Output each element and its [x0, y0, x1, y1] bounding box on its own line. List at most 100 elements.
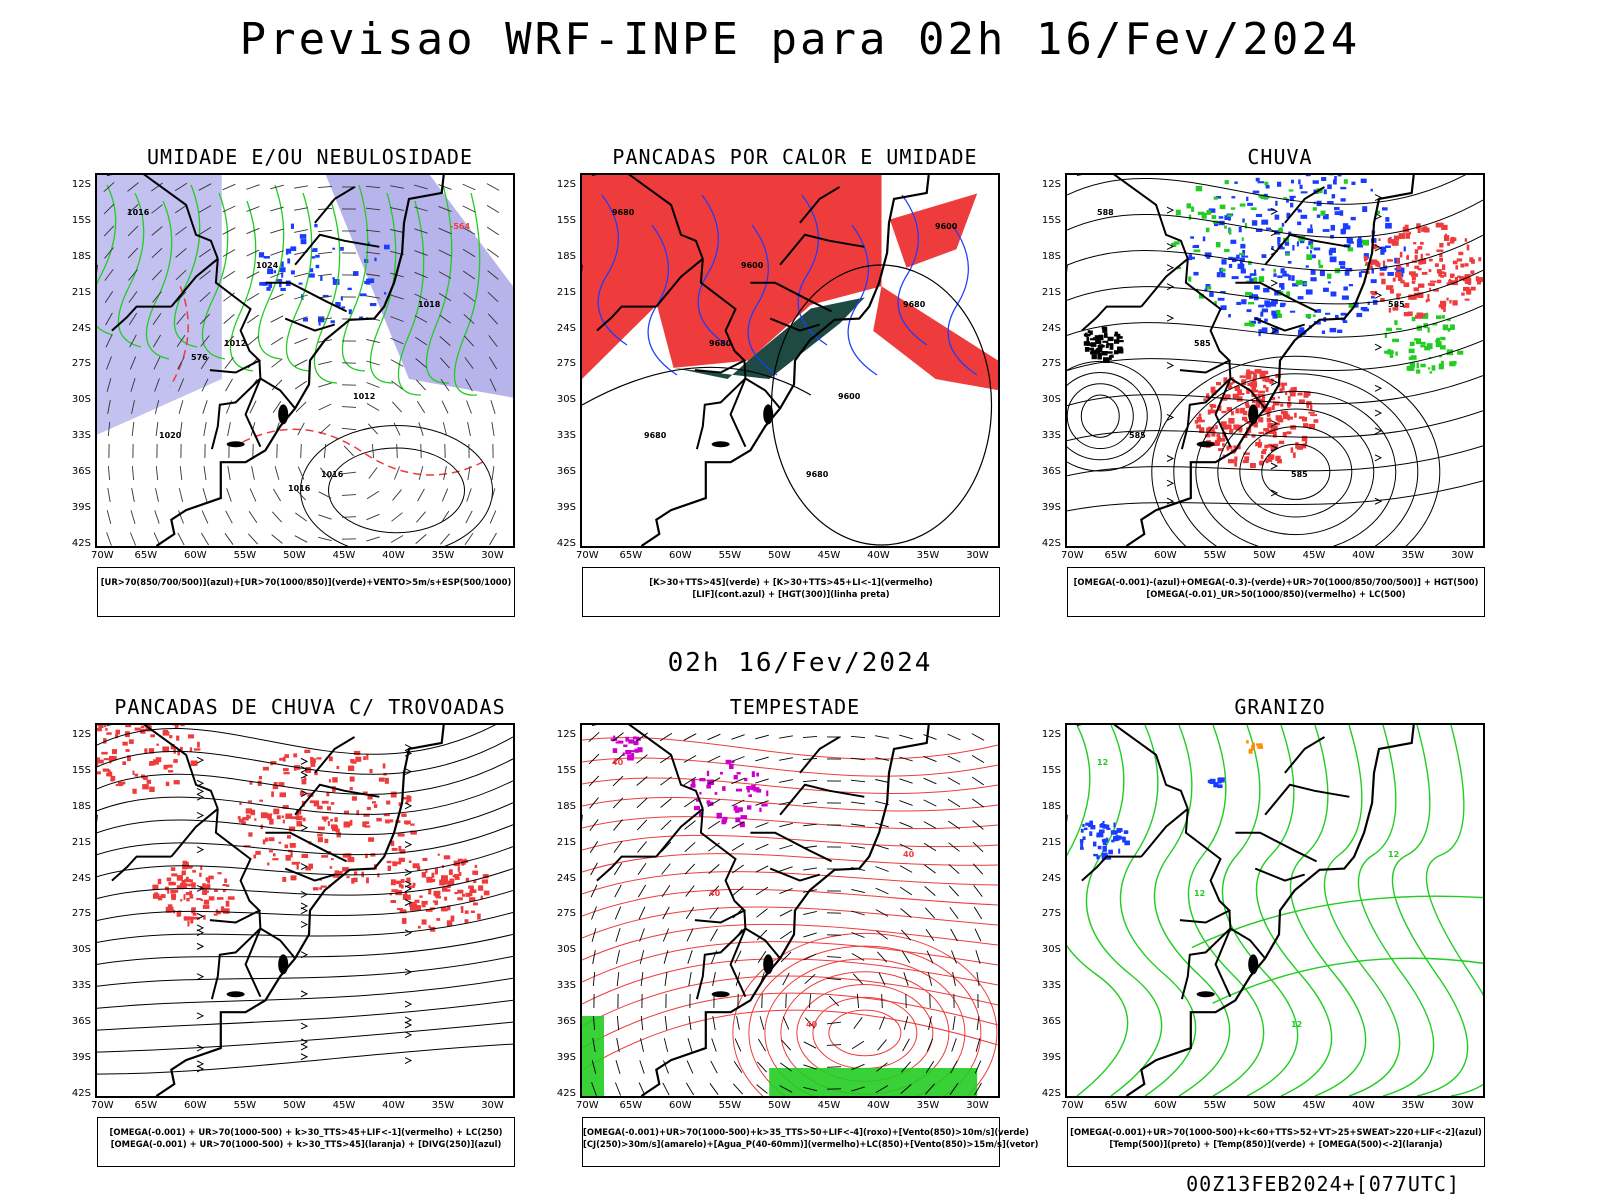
lat-tick-label: 18S	[1041, 800, 1061, 812]
lon-tick-label: 50W	[768, 1100, 791, 1111]
legend-line: [K>30+TTS>45](verde) + [K>30+TTS>45+LI<-…	[649, 577, 933, 587]
lon-tick-label: 65W	[1104, 1100, 1128, 1111]
lat-tick-label: 27S	[1041, 908, 1061, 920]
panel-title: CHUVA	[1247, 145, 1313, 169]
lon-tick-label: 40W	[1352, 1100, 1375, 1111]
lon-tick-label: 70W	[91, 550, 114, 561]
contour-label: 9680	[612, 208, 635, 217]
map-canvas: 12 12 12 12	[1067, 725, 1483, 1096]
legend-line: [OMEGA(-0.001) + UR>70(1000-500) + k>30_…	[109, 1127, 503, 1137]
lat-tick-label: 42S	[1041, 538, 1061, 549]
lat-tick-label: 24S	[1041, 322, 1061, 334]
lat-tick-label: 12S	[71, 178, 91, 190]
lat-tick-label: 15S	[556, 214, 576, 226]
lon-tick-label: 70W	[576, 1100, 599, 1111]
lon-tick-label: 45W	[817, 550, 841, 561]
lon-tick-label: 45W	[332, 1100, 356, 1111]
lat-tick-label: 30S	[556, 394, 576, 406]
lat-tick-label: 30S	[556, 944, 576, 956]
contour-label: 40	[612, 758, 624, 767]
lat-tick-label: 33S	[556, 430, 576, 442]
lat-tick-label: 21S	[1041, 836, 1061, 848]
contour-label: 40	[903, 850, 915, 859]
lat-tick-label: 18S	[71, 800, 91, 812]
map-canvas: 588 585 585 585 585	[1067, 175, 1483, 546]
page-title: Previsao WRF-INPE para 02h 16/Fev/2024	[239, 14, 1361, 65]
contour-label: 1012	[353, 392, 375, 401]
map-frame: 588 585 585 585 585	[1065, 173, 1485, 548]
legend-line: [OMEGA(-0.01)_UR>50(1000/850)(vermelho) …	[1146, 589, 1406, 599]
lat-tick-label: 39S	[71, 1052, 91, 1064]
contour-label: 12	[1194, 889, 1205, 898]
lon-tick-label: 40W	[1352, 550, 1375, 561]
contour-label: 9600	[838, 392, 861, 401]
contour-label: 12	[1388, 850, 1399, 859]
lat-tick-label: 27S	[556, 358, 576, 370]
lat-tick-label: 36S	[556, 466, 576, 478]
legend-box: [OMEGA(-0.001)-(azul)+OMEGA(-0.3)-(verde…	[1067, 567, 1485, 617]
lon-tick-label: 35W	[431, 1100, 455, 1111]
lat-tick-label: 24S	[1041, 872, 1061, 884]
lat-tick-label: 42S	[71, 538, 91, 549]
lat-tick-label: 36S	[1041, 466, 1061, 478]
map-canvas: 1016 1012 1016 1018 1020 1024 1012 -564 576 1016	[97, 175, 513, 546]
lon-tick-label: 35W	[1401, 1100, 1425, 1111]
lon-tick-label: 60W	[669, 1100, 692, 1111]
contour-label: 9680	[806, 470, 829, 479]
map-frame: 1016 1012 1016 1018 1020 1024 1012 -564 576 1016	[95, 173, 515, 548]
lon-tick-label: 40W	[382, 550, 405, 561]
legend-box: [K>30+TTS>45](verde) + [K>30+TTS>45+LI<-…	[582, 567, 1000, 617]
lon-tick-label: 45W	[817, 1100, 841, 1111]
lon-tick-label: 45W	[1302, 550, 1326, 561]
lat-tick-label: 15S	[556, 764, 576, 776]
lat-tick-label: 21S	[556, 286, 576, 298]
panel-title: PANCADAS POR CALOR E UMIDADE	[612, 145, 978, 169]
lon-tick-label: 65W	[619, 550, 643, 561]
lon-tick-label: 50W	[768, 550, 791, 561]
lon-tick-label: 30W	[966, 550, 989, 561]
lon-tick-label: 30W	[481, 1100, 504, 1111]
run-timestamp: 00Z13FEB2024+[077UTC]	[1186, 1172, 1460, 1196]
contour-label: 588	[1097, 208, 1114, 217]
contour-label: 576	[191, 353, 208, 362]
lon-tick-label: 30W	[1451, 550, 1474, 561]
lat-tick-label: 24S	[71, 322, 91, 334]
lat-tick-label: 39S	[1041, 1052, 1061, 1064]
map-frame	[95, 723, 515, 1098]
contour-label: 1016	[288, 484, 311, 493]
panel-granizo: GRANIZO 12 12 12 12 [OMEGA(-0.001)+UR>70(10…	[1025, 695, 1495, 1175]
lat-tick-label: 33S	[556, 980, 576, 992]
lon-tick-label: 40W	[867, 550, 890, 561]
contour-label: 1016	[321, 470, 344, 479]
legend-line: [LIF](cont.azul) + [HGT(300)](linha pret…	[692, 589, 890, 599]
contour-label: -564	[450, 222, 470, 231]
lat-tick-label: 39S	[1041, 502, 1061, 514]
lat-tick-label: 18S	[71, 250, 91, 262]
lat-tick-label: 30S	[71, 394, 91, 406]
lon-tick-label: 35W	[916, 1100, 940, 1111]
lat-tick-label: 15S	[1041, 214, 1061, 226]
panel-title: PANCADAS DE CHUVA C/ TROVOADAS	[114, 695, 506, 719]
lat-tick-label: 42S	[71, 1088, 91, 1099]
lat-tick-label: 21S	[71, 286, 91, 298]
contour-label: 40	[709, 889, 721, 898]
contour-label: 1016	[127, 208, 150, 217]
lat-tick-label: 24S	[71, 872, 91, 884]
lat-tick-label: 42S	[556, 1088, 576, 1099]
lat-tick-label: 12S	[1041, 178, 1061, 190]
lat-tick-label: 39S	[556, 1052, 576, 1064]
lat-tick-label: 33S	[71, 430, 91, 442]
lat-tick-label: 42S	[1041, 1088, 1061, 1099]
map-canvas	[97, 725, 513, 1096]
contour-label: 1020	[159, 431, 182, 440]
lat-tick-label: 39S	[556, 502, 576, 514]
lon-tick-label: 60W	[1154, 550, 1177, 561]
lon-tick-label: 40W	[382, 1100, 405, 1111]
lat-tick-label: 30S	[71, 944, 91, 956]
contour-label: 585	[1194, 339, 1211, 348]
contour-label: 9680	[644, 431, 667, 440]
contour-label: 9600	[935, 222, 958, 231]
panel-title: UMIDADE E/OU NEBULOSIDADE	[146, 145, 474, 169]
lat-tick-label: 36S	[71, 466, 91, 478]
lat-tick-label: 42S	[556, 538, 576, 549]
